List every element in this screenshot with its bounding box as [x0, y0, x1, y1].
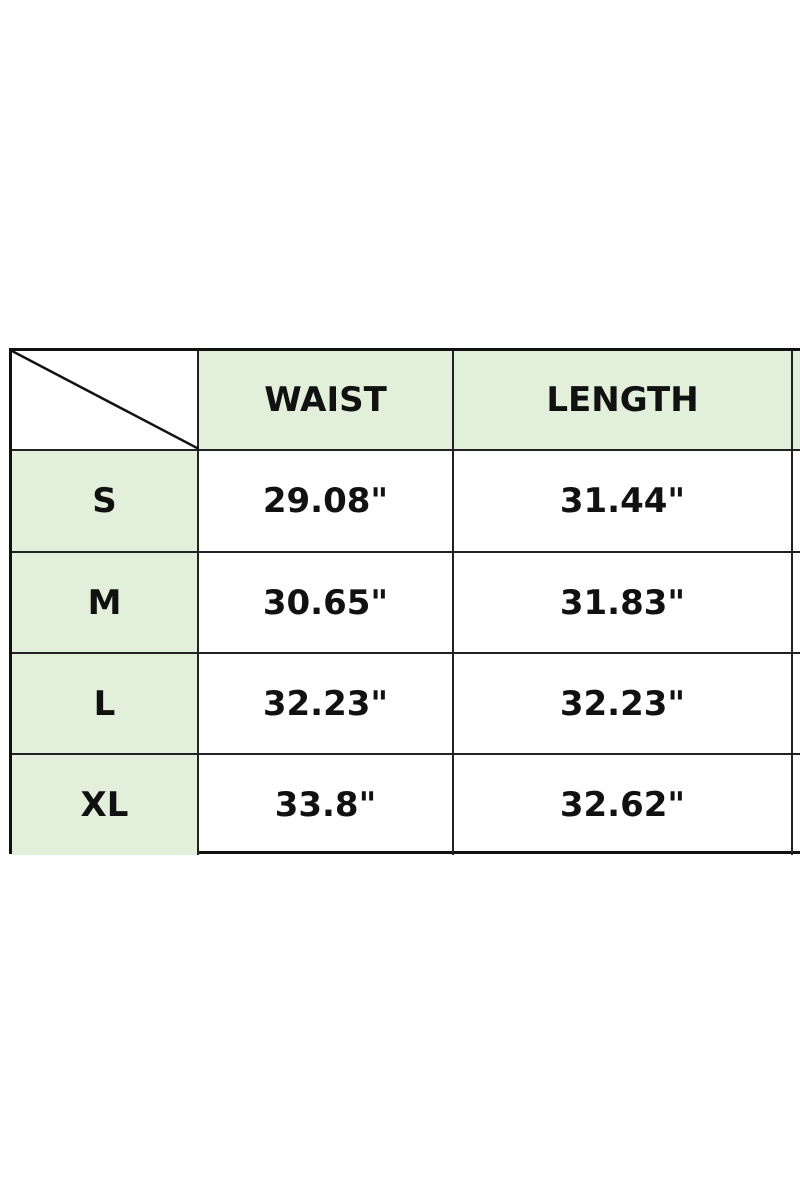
size-cell: S — [12, 451, 199, 553]
waist-cell: 33.8" — [199, 755, 454, 855]
header-waist: WAIST — [199, 351, 454, 451]
length-cell: 31.83" — [454, 553, 793, 654]
length-cell: 31.44" — [454, 451, 793, 553]
size-cell: M — [12, 553, 199, 654]
extra-cell — [793, 451, 800, 553]
extra-cell — [793, 654, 800, 755]
extra-cell — [793, 755, 800, 855]
header-length: LENGTH — [454, 351, 793, 451]
waist-cell: 32.23" — [199, 654, 454, 755]
size-cell: XL — [12, 755, 199, 855]
extra-cell — [793, 553, 800, 654]
length-cell: 32.23" — [454, 654, 793, 755]
size-chart-table: WAIST LENGTH S 29.08" 31.44" M 30.65" 31.83" L… — [9, 348, 800, 855]
waist-cell: 29.08" — [199, 451, 454, 553]
corner-cell — [12, 351, 199, 451]
size-cell: L — [12, 654, 199, 755]
waist-cell: 30.65" — [199, 553, 454, 654]
diagonal-line — [12, 351, 199, 451]
length-cell: 32.62" — [454, 755, 793, 855]
header-extra — [793, 351, 800, 451]
